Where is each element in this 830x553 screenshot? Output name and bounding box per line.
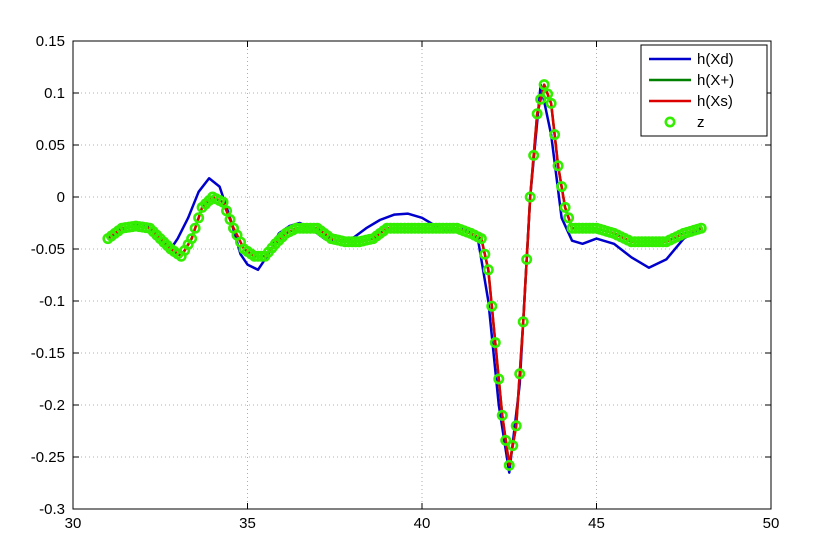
x-tick-label-0: 30 [65,515,82,532]
z-marker-112 [493,373,505,385]
z-marker-124 [535,93,547,105]
x-tick-label-2: 40 [414,515,431,532]
z-marker-109 [482,264,494,276]
z-marker-110 [486,300,498,312]
z-marker-119 [517,316,529,328]
z-marker-118 [514,368,526,380]
z-marker-121 [524,191,536,203]
legend-label-0: h(Xd) [697,51,734,68]
y-tick-label-4: -0.05 [31,241,65,258]
legend-label-3: z [697,114,705,131]
y-tick-label-2: 0.05 [36,137,65,154]
z-marker-131 [559,201,571,213]
x-tick-label-3: 45 [588,515,605,532]
y-tick-label-6: -0.15 [31,345,65,362]
z-marker-24 [186,233,198,245]
z-marker-116 [507,440,519,452]
z-marker-107 [475,233,487,245]
z-marker-114 [500,434,512,446]
z-marker-130 [556,181,568,193]
z-marker-115 [503,459,515,471]
y-tick-label-9: -0.3 [39,501,65,518]
z-marker-170 [695,222,707,234]
legend: h(Xd) h(X+) h(Xs) z [640,44,768,137]
z-marker-34 [221,205,233,217]
z-marker-108 [479,248,491,260]
z-marker-33 [217,196,229,208]
z-marker-26 [193,212,205,224]
axis-ticks: 30 35 40 45 50 0.15 0.1 0.05 0 -0.05 -0.1 -0.15 -0.2… [31,33,780,532]
z-marker-117 [510,420,522,432]
z-marker-127 [545,97,557,109]
series-line-0 [107,83,702,474]
z-marker-122 [528,149,540,161]
y-tick-label-3: 0 [57,189,65,206]
z-marker-113 [496,409,508,421]
legend-label-1: h(X+) [697,72,734,89]
y-tick-label-1: 0.1 [44,85,65,102]
plot-series [102,79,707,474]
x-tick-label-1: 35 [239,515,256,532]
y-tick-label-0: 0.15 [36,33,65,50]
z-marker-123 [531,108,543,120]
y-tick-label-8: -0.25 [31,449,65,466]
z-marker-128 [549,129,561,141]
z-marker-120 [521,253,533,265]
y-tick-label-7: -0.2 [39,397,65,414]
x-tick-label-4: 50 [763,515,780,532]
z-marker-129 [552,160,564,172]
series-markers-3 [102,79,707,471]
y-tick-label-5: -0.1 [39,293,65,310]
z-marker-111 [489,337,501,349]
z-marker-25 [189,222,201,234]
legend-label-2: h(Xs) [697,93,733,110]
z-marker-35 [224,214,236,226]
z-marker-126 [542,88,554,100]
z-marker-132 [563,212,575,224]
z-marker-125 [538,79,550,91]
legend-swatch-3 [664,116,676,128]
